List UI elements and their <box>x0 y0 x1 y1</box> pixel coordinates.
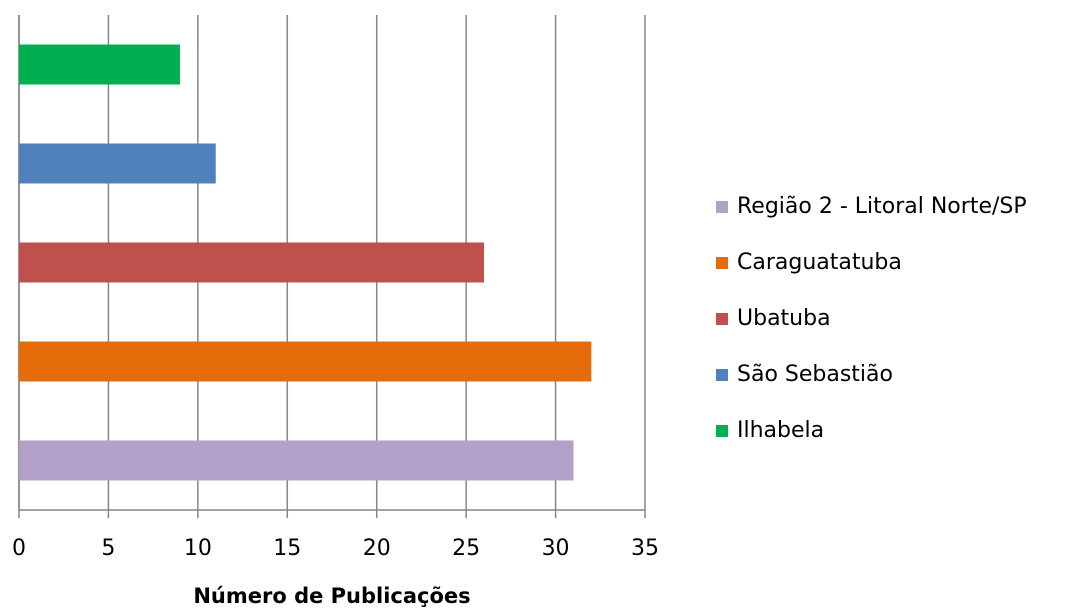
bar <box>19 440 574 481</box>
bar <box>19 44 180 85</box>
legend-label: Região 2 - Litoral Norte/SP <box>737 194 1027 219</box>
x-tick-label: 20 <box>363 536 391 561</box>
x-tick-label: 5 <box>101 536 115 561</box>
legend-label: Ilhabela <box>737 418 824 443</box>
x-tick-label: 0 <box>12 536 26 561</box>
x-tick-label: 10 <box>184 536 212 561</box>
x-axis-label: Número de Publicações <box>193 584 470 608</box>
legend-swatch <box>716 425 728 437</box>
legend-swatch <box>716 369 728 381</box>
legend-label: Ubatuba <box>737 306 831 331</box>
legend-swatch <box>716 313 728 325</box>
x-tick-label: 15 <box>273 536 301 561</box>
bar <box>19 242 485 283</box>
legend-swatch <box>716 257 728 269</box>
x-tick-label: 35 <box>631 536 659 561</box>
legend-label: Caraguatatuba <box>737 250 902 275</box>
legend-label: São Sebastião <box>737 362 893 387</box>
legend-swatch <box>716 201 728 213</box>
x-tick-label: 30 <box>542 536 570 561</box>
bar <box>19 341 592 382</box>
x-tick-label: 25 <box>452 536 480 561</box>
bar <box>19 143 216 184</box>
